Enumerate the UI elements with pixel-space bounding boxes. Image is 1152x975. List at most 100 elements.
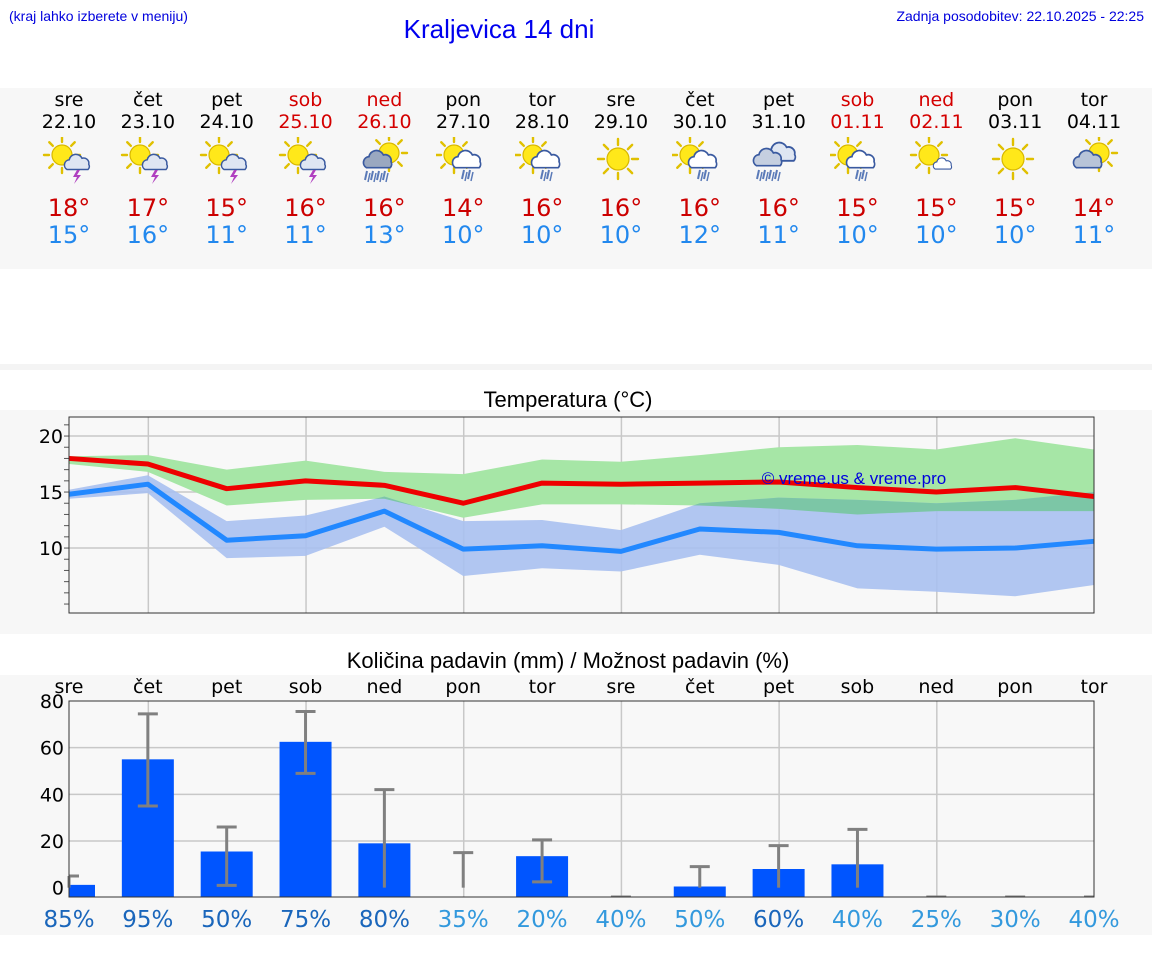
forecast-min-temp: 10° xyxy=(993,221,1037,249)
forecast-weekday: sob xyxy=(288,89,323,111)
precipitation-probability-label: 35% xyxy=(438,907,489,933)
forecast-weekday: sre xyxy=(606,89,636,111)
precipitation-day-label: tor xyxy=(1081,676,1108,698)
precipitation-day-label: ned xyxy=(366,676,402,698)
watermark: © vreme.us & vreme.pro xyxy=(762,469,946,488)
forecast-day: pon 27.10 14° 10° xyxy=(424,89,503,249)
precipitation-y-tick-label: 0 xyxy=(52,878,64,900)
forecast-weekday: ned xyxy=(918,89,955,111)
precipitation-probability-label: 40% xyxy=(832,907,883,933)
precipitation-day-label: sre xyxy=(606,676,635,698)
overlap-temp-band xyxy=(69,475,1094,518)
precipitation-y-tick-label: 80 xyxy=(40,691,64,713)
forecast-strip xyxy=(0,88,1152,269)
forecast-max-temp: 16° xyxy=(363,194,406,222)
cloud-rain-icon xyxy=(739,133,818,191)
sun-cloud-icon xyxy=(1055,133,1134,191)
sun-cloud-light-rain-icon xyxy=(424,133,503,191)
page-title: Kraljevica 14 dni xyxy=(403,14,595,44)
forecast-day: sob 01.11 15° 10° xyxy=(818,89,897,249)
forecast-date: 26.10 xyxy=(357,111,412,133)
forecast-max-temp: 16° xyxy=(520,194,564,222)
forecast-date: 29.10 xyxy=(593,111,649,133)
forecast-weekday: pon xyxy=(445,89,482,111)
forecast-max-temp: 16° xyxy=(757,194,800,222)
forecast-max-temp: 15° xyxy=(915,194,958,222)
max-temp-range-band xyxy=(69,438,1094,518)
forecast-day: sob 25.10 16° 11° xyxy=(266,89,345,249)
precipitation-probability-label: 20% xyxy=(517,907,568,933)
min-temp-line xyxy=(68,481,1095,554)
forecast-day: sre 22.10 18° 15° xyxy=(30,89,109,249)
forecast-weekday: tor xyxy=(1080,89,1108,111)
sun-cloud-light-rain-icon xyxy=(503,133,582,191)
forecast-max-temp: 16° xyxy=(284,194,327,222)
precipitation-probability-label: 60% xyxy=(753,907,804,933)
precipitation-day-label: pet xyxy=(763,676,794,698)
forecast-day: sre 29.10 16° 10° xyxy=(581,89,660,249)
forecast-day: tor 28.10 16° 10° xyxy=(503,89,582,249)
max-temp-line xyxy=(68,455,1095,506)
forecast-day: čet 23.10 17° 16° xyxy=(108,89,187,249)
forecast-weekday: sob xyxy=(840,89,875,111)
separator xyxy=(0,364,1152,370)
forecast-max-temp: 15° xyxy=(836,194,879,222)
forecast-max-temp: 16° xyxy=(678,194,722,222)
sun-cloud-thunder-icon xyxy=(266,133,345,191)
forecast-date: 01.11 xyxy=(830,111,885,133)
precipitation-day-label: čet xyxy=(685,676,715,698)
precipitation-day-label: pon xyxy=(997,676,1033,698)
forecast-min-temp: 10° xyxy=(599,221,643,249)
precipitation-chart-title: Količina padavin (mm) / Možnost padavin … xyxy=(346,648,790,673)
precipitation-day-label: sre xyxy=(55,676,84,698)
forecast-min-temp: 10° xyxy=(441,221,485,249)
forecast-day: ned 02.11 15° 10° xyxy=(897,89,976,249)
precipitation-bar xyxy=(69,884,95,897)
precipitation-plot-frame xyxy=(68,700,1095,898)
forecast-date: 27.10 xyxy=(436,111,491,133)
forecast-date: 24.10 xyxy=(199,111,254,133)
temperature-y-tick-label: 20 xyxy=(39,426,63,448)
precipitation-day-label: sob xyxy=(289,676,323,698)
precipitation-y-tick-label: 20 xyxy=(40,831,64,853)
forecast-max-temp: 16° xyxy=(599,194,643,222)
forecast-weekday: sre xyxy=(54,89,84,111)
last-updated: Zadnja posodobitev: 22.10.2025 - 22:25 xyxy=(896,8,1144,24)
forecast-weekday: ned xyxy=(366,89,403,111)
forecast-min-temp: 16° xyxy=(126,221,170,249)
temperature-chart-title: Temperatura (°C) xyxy=(483,387,653,412)
forecast-weekday: pet xyxy=(763,89,795,111)
forecast-day: pet 31.10 16° 11° xyxy=(739,89,818,249)
temperature-y-tick-label: 10 xyxy=(39,538,63,560)
menu-hint: (kraj lahko izberete v meniju) xyxy=(9,8,188,24)
forecast-weekday: pon xyxy=(997,89,1034,111)
forecast-day: pet 24.10 15° 11° xyxy=(187,89,266,249)
precipitation-y-tick-label: 40 xyxy=(40,784,64,806)
sun-cloud-rain-icon xyxy=(345,133,424,191)
forecast-weekday: pet xyxy=(211,89,243,111)
forecast-min-temp: 15° xyxy=(47,221,91,249)
forecast-date: 25.10 xyxy=(278,111,333,133)
sun-cloud-light-rain-icon xyxy=(660,133,739,191)
forecast-weekday: čet xyxy=(685,89,715,111)
precipitation-probability-label: 40% xyxy=(595,907,646,933)
precipitation-day-label: pon xyxy=(445,676,481,698)
sun-cloud-light-rain-icon xyxy=(818,133,897,191)
temperature-plot-frame xyxy=(68,416,1095,614)
forecast-day: čet 30.10 16° 12° xyxy=(660,89,739,249)
precipitation-day-label: sob xyxy=(841,676,875,698)
sun-cloud-thunder-icon xyxy=(108,133,187,191)
forecast-date: 22.10 xyxy=(41,111,97,133)
forecast-min-temp: 13° xyxy=(363,221,406,249)
precipitation-probability-label: 75% xyxy=(280,907,331,933)
precipitation-y-tick-label: 60 xyxy=(40,738,64,760)
precipitation-probability-label: 25% xyxy=(911,907,962,933)
forecast-min-temp: 10° xyxy=(915,221,958,249)
forecast-date: 03.11 xyxy=(987,111,1043,133)
forecast-min-temp: 11° xyxy=(757,221,800,249)
precipitation-probability-label: 50% xyxy=(201,907,252,933)
forecast-day: tor 04.11 14° 11° xyxy=(1055,89,1134,249)
sun-cloud-thunder-icon xyxy=(30,133,109,191)
precipitation-probability-label: 40% xyxy=(1068,907,1119,933)
